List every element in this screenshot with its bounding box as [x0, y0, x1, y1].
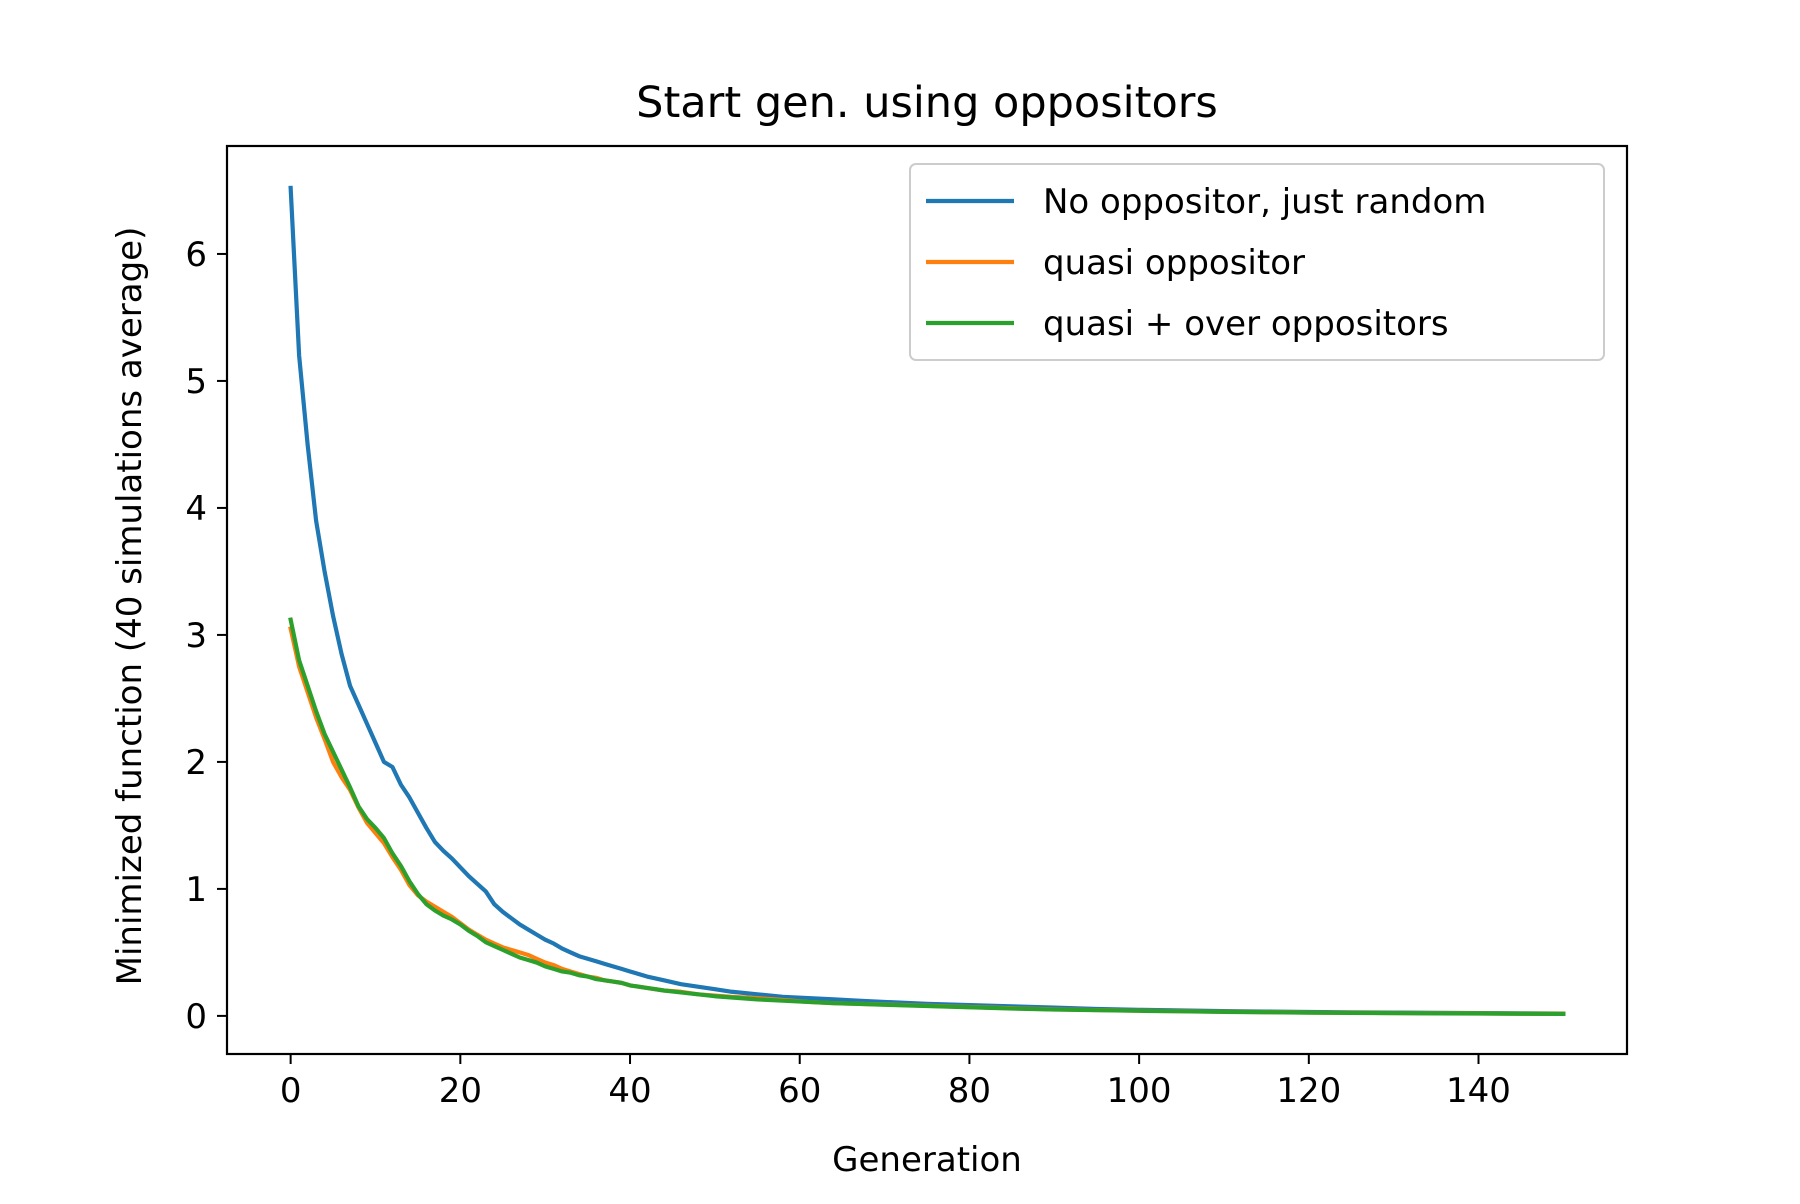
y-tick-label: 0 — [185, 997, 207, 1037]
y-tick-label: 1 — [185, 870, 207, 910]
plot-frame — [225, 144, 1629, 1056]
x-tick-label: 40 — [608, 1071, 651, 1111]
x-axis-label: Generation — [832, 1140, 1022, 1180]
x-tick-label: 80 — [948, 1071, 991, 1111]
y-axis-ticks: 0 1 2 3 4 5 6 — [185, 235, 227, 1037]
series-lines — [288, 185, 1566, 1016]
y-tick-label: 4 — [185, 489, 207, 529]
legend-label: quasi + over oppositors — [1043, 304, 1449, 344]
y-axis-label: Minimized function (40 simulations avera… — [110, 227, 150, 986]
legend-box — [909, 163, 1605, 361]
x-tick-label: 100 — [1107, 1071, 1172, 1111]
chart-title: Start gen. using oppositors — [636, 78, 1218, 128]
x-tick-label: 20 — [439, 1071, 482, 1111]
y-tick-label: 2 — [185, 743, 207, 783]
x-tick-label: 60 — [778, 1071, 821, 1111]
x-axis-ticks: 0 20 40 60 80 100 120 140 — [280, 1054, 1511, 1111]
legend-label: quasi oppositor — [1043, 243, 1305, 283]
y-tick-label: 3 — [185, 616, 207, 656]
x-tick-label: 0 — [280, 1071, 302, 1111]
legend-label: No oppositor, just random — [1043, 182, 1486, 222]
y-tick-label: 6 — [185, 235, 207, 275]
series-line-quasi-over-oppositors — [288, 617, 1566, 1016]
x-tick-label: 140 — [1446, 1071, 1511, 1111]
legend: No oppositor, just random quasi oppositor… — [909, 163, 1605, 361]
y-tick-label: 5 — [185, 362, 207, 402]
x-tick-label: 120 — [1276, 1071, 1341, 1111]
plot-area: 0 20 40 60 80 100 120 140 0 1 2 3 4 5 6 — [185, 144, 1629, 1111]
